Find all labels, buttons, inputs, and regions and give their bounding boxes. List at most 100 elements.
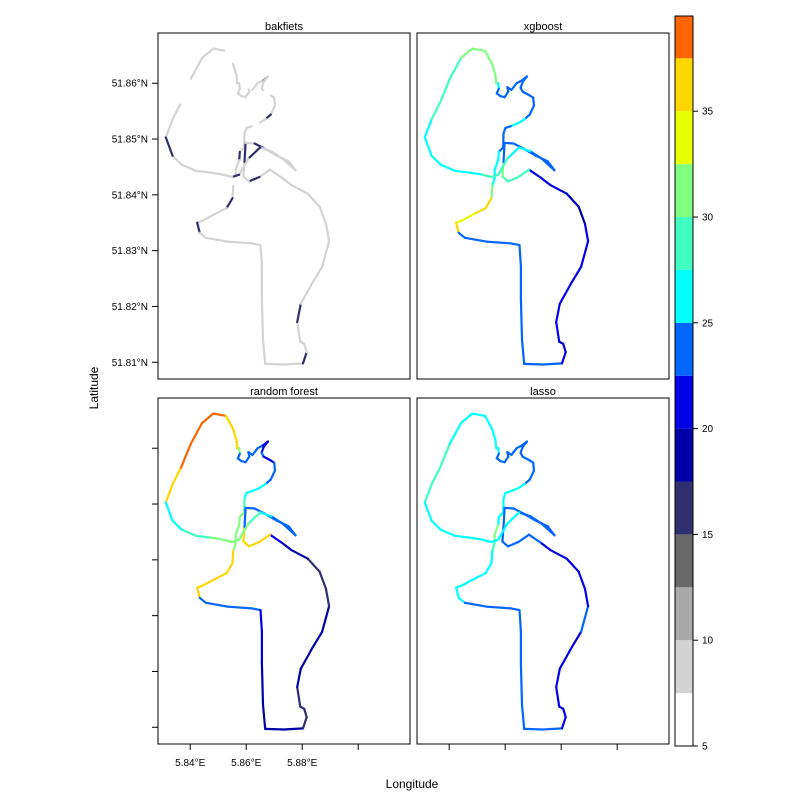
route-segment bbox=[516, 117, 526, 125]
route-segment bbox=[529, 150, 543, 160]
route-segment bbox=[503, 141, 515, 145]
route-segment bbox=[557, 188, 568, 195]
panel-frame bbox=[416, 32, 670, 380]
route-segment bbox=[259, 244, 263, 268]
route-segment bbox=[244, 506, 256, 510]
route-segment bbox=[214, 572, 228, 580]
route-segment bbox=[540, 157, 556, 172]
route-segment bbox=[509, 122, 519, 128]
colorbar-bin bbox=[675, 375, 693, 429]
route-segment bbox=[497, 150, 500, 162]
panel-title: xgboost bbox=[524, 21, 563, 33]
route-segment bbox=[225, 562, 234, 575]
route-segment bbox=[289, 183, 301, 191]
route-segment bbox=[299, 647, 314, 670]
route-segment bbox=[510, 447, 518, 456]
route-segment bbox=[528, 469, 536, 481]
route-segment bbox=[196, 221, 201, 234]
colorbar-bin bbox=[675, 428, 693, 482]
route-segment bbox=[296, 321, 302, 343]
route-segment bbox=[502, 506, 506, 529]
colorbar-bin bbox=[675, 217, 693, 270]
route-segment bbox=[457, 231, 466, 239]
route-segment bbox=[506, 175, 520, 183]
route-segment bbox=[541, 362, 564, 366]
route-segment bbox=[579, 605, 590, 633]
route-segment bbox=[521, 455, 531, 462]
route-segment bbox=[234, 524, 241, 536]
route-segment bbox=[238, 157, 250, 176]
route-xgboost bbox=[423, 47, 590, 366]
route-segment bbox=[171, 519, 183, 531]
route-segment bbox=[281, 522, 297, 537]
colorbar-bin bbox=[675, 534, 693, 588]
route-segment bbox=[539, 176, 552, 186]
route-segment bbox=[467, 171, 482, 176]
route-segment bbox=[200, 47, 215, 60]
route-segment bbox=[577, 205, 587, 225]
colorbar-bin bbox=[675, 481, 693, 535]
route-segment bbox=[306, 557, 321, 573]
route-segment bbox=[194, 169, 211, 174]
colorbar-tick-label: 10 bbox=[702, 636, 714, 647]
route-segment bbox=[273, 96, 277, 107]
route-segment bbox=[235, 73, 239, 85]
x-tick-label: 5.84°E bbox=[175, 758, 205, 769]
colorbar-bin bbox=[675, 58, 693, 112]
route-segment bbox=[324, 222, 331, 243]
route-segment bbox=[557, 553, 568, 560]
route-segment bbox=[261, 703, 267, 731]
route-segment bbox=[243, 506, 247, 529]
route-segment bbox=[555, 302, 561, 324]
route-segment bbox=[523, 362, 545, 366]
route-segment bbox=[264, 362, 286, 366]
route-segment bbox=[264, 727, 286, 731]
route-segment bbox=[179, 77, 192, 104]
route-segment bbox=[232, 541, 237, 553]
route-segment bbox=[212, 47, 228, 53]
route-segment bbox=[523, 478, 531, 485]
panel-frame bbox=[157, 32, 411, 380]
route-segment bbox=[493, 159, 500, 171]
route-segment bbox=[280, 176, 293, 186]
route-segment bbox=[503, 90, 510, 99]
route-segment bbox=[268, 168, 283, 179]
route-segment bbox=[298, 553, 309, 560]
route-segment bbox=[539, 541, 552, 551]
route-segment bbox=[171, 154, 183, 166]
route-segment bbox=[502, 141, 506, 163]
route-segment bbox=[164, 136, 174, 157]
route-segment bbox=[555, 667, 561, 689]
route-segment bbox=[423, 136, 433, 157]
route-segment bbox=[471, 412, 487, 417]
route-segment bbox=[310, 265, 324, 285]
route-segment bbox=[280, 541, 293, 551]
route-segment bbox=[259, 511, 273, 518]
panel-title: lasso bbox=[530, 386, 556, 398]
y-tick-label: 51.83°N bbox=[112, 246, 148, 257]
panel-lasso: lasso bbox=[416, 386, 670, 745]
route-segment bbox=[478, 538, 493, 544]
route-segment bbox=[509, 242, 521, 247]
panel-frame bbox=[157, 397, 411, 745]
colorbar-bin bbox=[675, 693, 693, 746]
route-segment bbox=[497, 157, 509, 176]
route-segment bbox=[521, 75, 529, 84]
route-segment bbox=[509, 487, 519, 493]
colorbar-tick-label: 5 bbox=[702, 742, 708, 753]
route-segment bbox=[318, 570, 328, 591]
route-segment bbox=[484, 562, 493, 575]
route-segment bbox=[518, 244, 523, 268]
route-segment bbox=[483, 414, 494, 430]
route-segment bbox=[259, 146, 273, 153]
route-segment bbox=[231, 427, 238, 441]
route-segment bbox=[463, 236, 489, 243]
colorbar-bin bbox=[675, 111, 693, 165]
route-segment bbox=[528, 104, 536, 116]
route-segment bbox=[558, 282, 573, 305]
colorbar-tick-label: 30 bbox=[702, 213, 714, 224]
route-segment bbox=[306, 192, 321, 208]
y-tick-label: 51.82°N bbox=[112, 302, 148, 313]
route-segment bbox=[244, 455, 251, 464]
route-segment bbox=[520, 703, 526, 731]
